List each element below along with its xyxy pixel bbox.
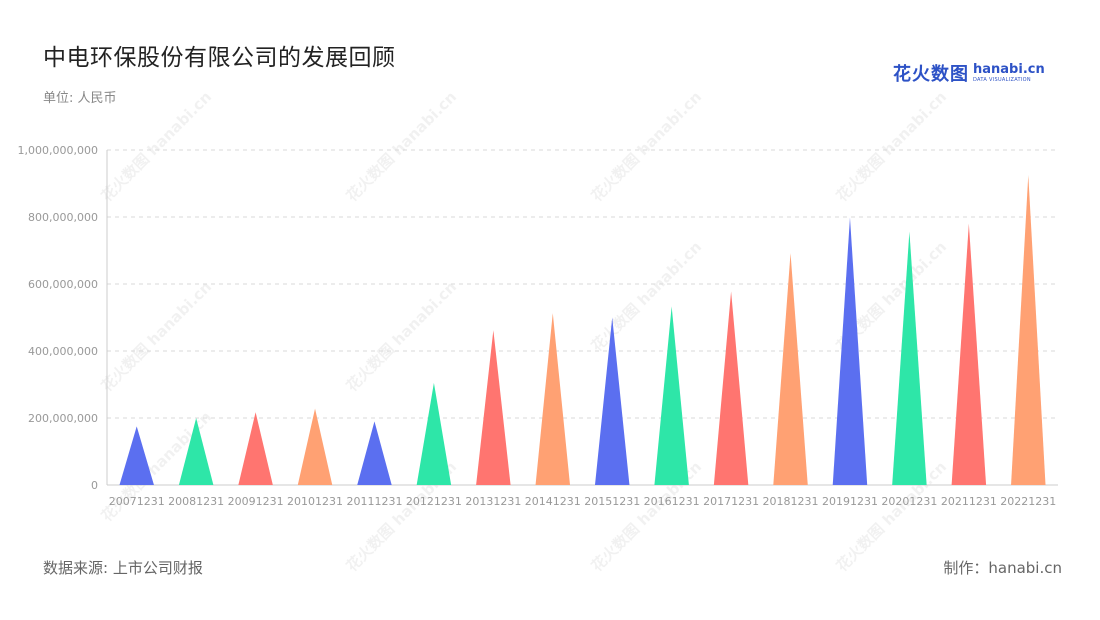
x-tick-label: 20101231 [287, 495, 343, 508]
x-axis-ticks: 20071231 20081231 20091231 20101231 20111231… [109, 495, 1057, 508]
x-tick-label: 20181231 [763, 495, 819, 508]
bar-triangle [416, 382, 452, 485]
x-tick-label: 20191231 [822, 495, 878, 508]
watermark-text: 花火数图 hanabi.cn [343, 88, 460, 205]
x-tick-label: 20141231 [525, 495, 581, 508]
credit: 制作：hanabi.cn [943, 559, 1062, 577]
watermark-text: 花火数图 hanabi.cn [833, 88, 950, 205]
bars [119, 175, 1046, 486]
bar-triangle [594, 317, 630, 485]
x-tick-label: 20201231 [881, 495, 937, 508]
brand-en-text: hanabi.cn [973, 62, 1045, 77]
bar-triangle [178, 418, 214, 485]
y-tick-label: 0 [91, 479, 98, 492]
watermark-text: 花火数图 hanabi.cn [343, 278, 460, 395]
y-tick-label: 400,000,000 [28, 345, 98, 358]
watermark-text: 花火数图 hanabi.cn [98, 278, 215, 395]
bar-triangle [1011, 175, 1046, 485]
bar-triangle [297, 408, 333, 485]
bar-triangle [535, 313, 571, 485]
bar-triangle [892, 231, 927, 485]
y-tick-label: 800,000,000 [28, 211, 98, 224]
x-tick-label: 20151231 [584, 495, 640, 508]
bar-triangle [713, 291, 749, 485]
y-tick-label: 600,000,000 [28, 278, 98, 291]
brand-en: hanabi.cn DATA VISUALIZATION [973, 63, 1045, 83]
x-tick-label: 20171231 [703, 495, 759, 508]
watermark-text: 花火数图 hanabi.cn [588, 238, 705, 355]
y-tick-label: 200,000,000 [28, 412, 98, 425]
data-source: 数据来源: 上市公司财报 [43, 559, 203, 577]
bar-triangle [773, 253, 808, 485]
brand-logo: 花火数图 hanabi.cn DATA VISUALIZATION [893, 60, 1045, 86]
chart-title: 中电环保股份有限公司的发展回顾 [43, 45, 396, 71]
x-tick-label: 20221231 [1000, 495, 1056, 508]
bar-triangle [654, 306, 689, 485]
y-axis-ticks: 0 200,000,000 400,000,000 600,000,000 800,00… [18, 144, 98, 492]
x-tick-label: 20071231 [109, 495, 165, 508]
x-tick-label: 20081231 [168, 495, 224, 508]
unit-label: 单位: 人民币 [43, 91, 117, 106]
x-tick-label: 20211231 [941, 495, 997, 508]
watermark-text: 花火数图 hanabi.cn [98, 88, 215, 205]
x-tick-label: 20161231 [644, 495, 700, 508]
x-tick-label: 20131231 [465, 495, 521, 508]
bar-triangle [119, 426, 154, 485]
x-tick-label: 20091231 [228, 495, 284, 508]
bar-triangle [476, 330, 511, 485]
bar-triangle [832, 217, 868, 486]
watermark-text: 花火数图 hanabi.cn [588, 88, 705, 205]
bar-triangle [951, 223, 987, 485]
x-tick-label: 20121231 [406, 495, 462, 508]
x-tick-label: 20111231 [346, 495, 402, 508]
brand-cn-text: 花火数图 [893, 64, 969, 85]
y-tick-label: 1,000,000,000 [18, 144, 98, 157]
brand-en-subtext: DATA VISUALIZATION [973, 77, 1031, 83]
bar-triangle [357, 421, 392, 485]
bar-triangle [238, 412, 273, 485]
